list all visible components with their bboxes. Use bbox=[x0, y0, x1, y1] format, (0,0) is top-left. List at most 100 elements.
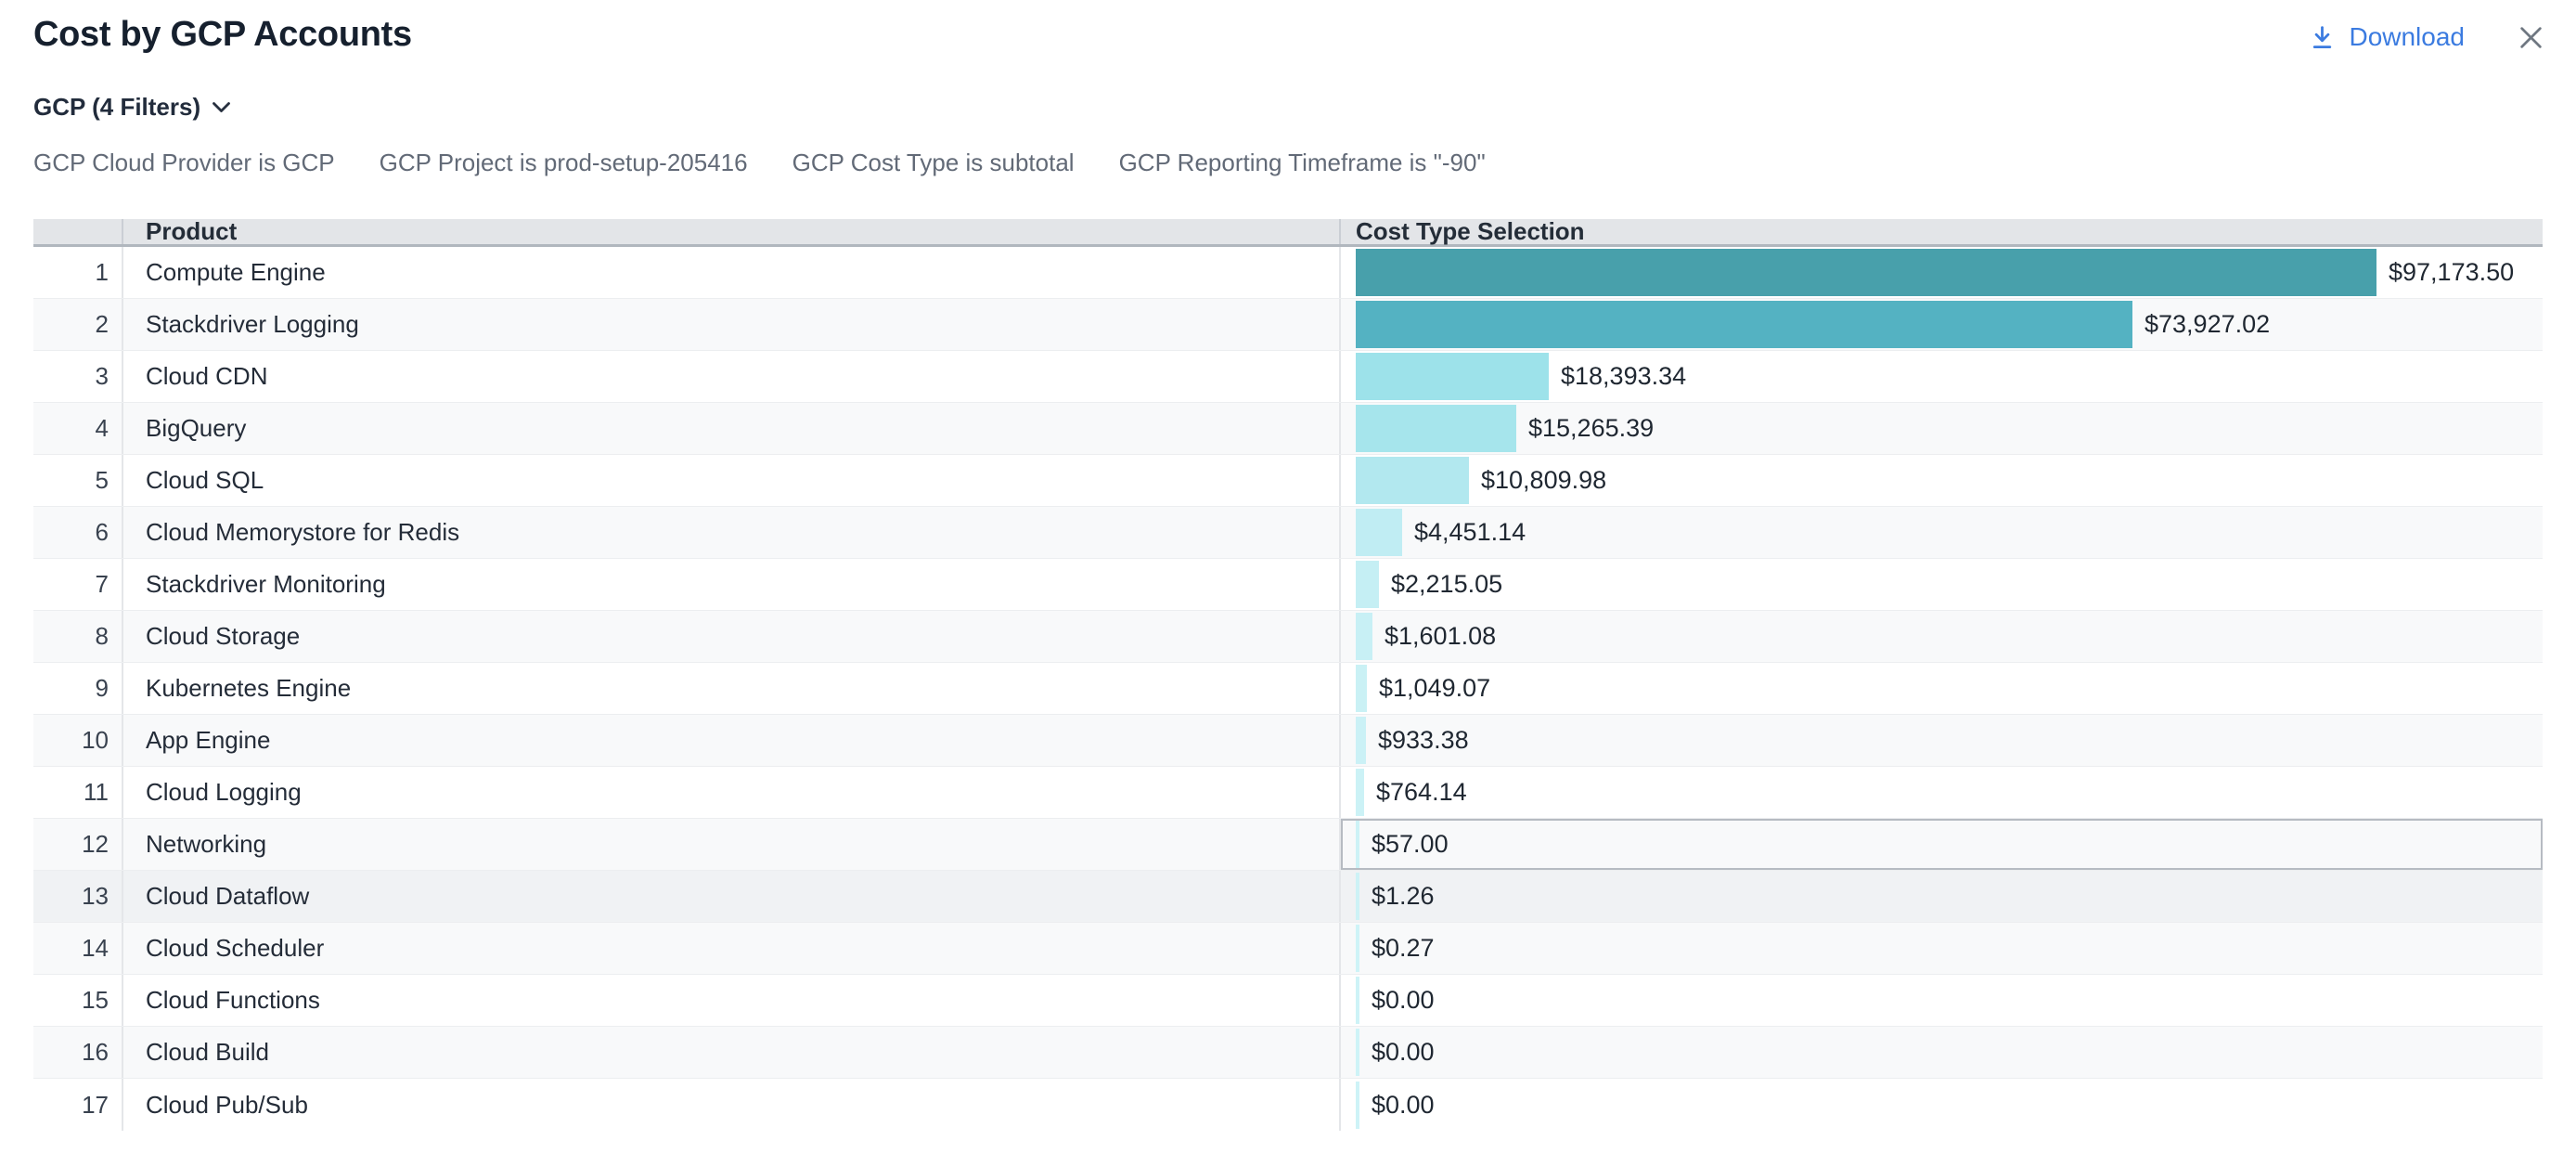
cost-cell[interactable]: $97,173.50 bbox=[1341, 247, 2543, 298]
product-cell: Cloud CDN bbox=[123, 351, 1341, 402]
table-row[interactable]: 2 Stackdriver Logging $73,927.02 bbox=[33, 299, 2543, 351]
close-icon bbox=[2520, 26, 2542, 48]
cost-value: $1,601.08 bbox=[1385, 622, 1497, 650]
header-row-number-column bbox=[33, 219, 123, 244]
cost-cell[interactable]: $73,927.02 bbox=[1341, 299, 2543, 350]
cost-cell[interactable]: $0.00 bbox=[1341, 975, 2543, 1026]
cost-bar bbox=[1356, 457, 1469, 504]
header-cost-type-selection-column: Cost Type Selection bbox=[1356, 217, 1585, 245]
filter-chip[interactable]: GCP Reporting Timeframe is "-90" bbox=[1118, 149, 1486, 176]
table-row[interactable]: 10 App Engine $933.38 bbox=[33, 715, 2543, 767]
table-row[interactable]: 1 Compute Engine $97,173.50 bbox=[33, 247, 2543, 299]
cost-cell[interactable]: $4,451.14 bbox=[1341, 507, 2543, 558]
cost-cell[interactable]: $1,049.07 bbox=[1341, 663, 2543, 714]
download-label: Download bbox=[2349, 22, 2465, 51]
row-number: 10 bbox=[33, 715, 123, 766]
cost-value: $0.27 bbox=[1372, 934, 1435, 962]
row-number: 17 bbox=[33, 1079, 123, 1131]
cost-bar bbox=[1356, 509, 1402, 556]
page-title: Cost by GCP Accounts bbox=[33, 15, 412, 54]
product-cell: Cloud Functions bbox=[123, 975, 1341, 1026]
cost-value: $97,173.50 bbox=[2389, 258, 2515, 286]
cost-cell-selected[interactable]: $57.00 bbox=[1341, 819, 2543, 870]
table-row[interactable]: 3 Cloud CDN $18,393.34 bbox=[33, 351, 2543, 403]
cost-bar bbox=[1356, 353, 1549, 400]
cost-value: $0.00 bbox=[1372, 1038, 1435, 1066]
table-body: 1 Compute Engine $97,173.50 2 Stackdriver Lo… bbox=[33, 247, 2543, 1131]
row-number: 9 bbox=[33, 663, 123, 714]
table-header-row: Product Cost Type Selection bbox=[33, 217, 2543, 247]
table-row[interactable]: 6 Cloud Memorystore for Redis $4,451.14 bbox=[33, 507, 2543, 559]
filter-chip[interactable]: GCP Cost Type is subtotal bbox=[792, 149, 1075, 176]
cost-value: $73,927.02 bbox=[2145, 310, 2271, 338]
product-cell: Cloud SQL bbox=[123, 455, 1341, 506]
download-button[interactable]: Download bbox=[2308, 22, 2465, 52]
table-row[interactable]: 16 Cloud Build $0.00 bbox=[33, 1027, 2543, 1079]
table-row[interactable]: 11 Cloud Logging $764.14 bbox=[33, 767, 2543, 819]
cost-value: $0.00 bbox=[1372, 986, 1435, 1014]
product-cell: Cloud Logging bbox=[123, 767, 1341, 818]
table-row[interactable]: 8 Cloud Storage $1,601.08 bbox=[33, 611, 2543, 663]
cost-bar bbox=[1356, 405, 1516, 452]
cost-cell[interactable]: $15,265.39 bbox=[1341, 403, 2543, 454]
table-row[interactable]: 5 Cloud SQL $10,809.98 bbox=[33, 455, 2543, 507]
cost-value: $2,215.05 bbox=[1391, 570, 1503, 598]
cost-cell[interactable]: $1,601.08 bbox=[1341, 611, 2543, 662]
filter-chip[interactable]: GCP Cloud Provider is GCP bbox=[33, 149, 335, 176]
product-cell: Cloud Build bbox=[123, 1027, 1341, 1078]
row-number: 15 bbox=[33, 975, 123, 1026]
cost-bar bbox=[1356, 301, 2132, 348]
table-row[interactable]: 15 Cloud Functions $0.00 bbox=[33, 975, 2543, 1027]
cost-table: Product Cost Type Selection 1 Compute Eng… bbox=[33, 217, 2543, 1131]
cost-bar bbox=[1356, 977, 1359, 1024]
table-row[interactable]: 9 Kubernetes Engine $1,049.07 bbox=[33, 663, 2543, 715]
table-row[interactable]: 12 Networking $57.00 bbox=[33, 819, 2543, 871]
cost-cell[interactable]: $0.27 bbox=[1341, 923, 2543, 974]
cost-cell[interactable]: $2,215.05 bbox=[1341, 559, 2543, 610]
cost-value: $4,451.14 bbox=[1414, 518, 1526, 546]
row-number: 14 bbox=[33, 923, 123, 974]
table-row[interactable]: 13 Cloud Dataflow $1.26 bbox=[33, 871, 2543, 923]
row-number: 11 bbox=[33, 767, 123, 818]
filter-chip[interactable]: GCP Project is prod-setup-205416 bbox=[379, 149, 748, 176]
row-number: 1 bbox=[33, 247, 123, 298]
header-product-column: Product bbox=[123, 217, 1341, 245]
cost-cell[interactable]: $0.00 bbox=[1341, 1027, 2543, 1078]
cost-bar bbox=[1356, 561, 1379, 608]
close-button[interactable] bbox=[2518, 25, 2544, 50]
cost-value: $18,393.34 bbox=[1561, 362, 1687, 390]
cost-cell[interactable]: $18,393.34 bbox=[1341, 351, 2543, 402]
cost-cell[interactable]: $1.26 bbox=[1341, 871, 2543, 922]
table-row[interactable]: 17 Cloud Pub/Sub $0.00 bbox=[33, 1079, 2543, 1131]
cost-cell[interactable]: $933.38 bbox=[1341, 715, 2543, 766]
cost-cell[interactable]: $10,809.98 bbox=[1341, 455, 2543, 506]
product-cell: BigQuery bbox=[123, 403, 1341, 454]
row-number: 7 bbox=[33, 559, 123, 610]
product-cell: App Engine bbox=[123, 715, 1341, 766]
cost-bar bbox=[1356, 613, 1372, 660]
filter-list: GCP Cloud Provider is GCP GCP Project is … bbox=[33, 149, 1486, 177]
cost-bar bbox=[1356, 873, 1359, 920]
download-icon bbox=[2313, 25, 2332, 48]
table-row[interactable]: 7 Stackdriver Monitoring $2,215.05 bbox=[33, 559, 2543, 611]
filter-summary-label: GCP (4 Filters) bbox=[33, 93, 201, 121]
row-number: 4 bbox=[33, 403, 123, 454]
cost-value: $764.14 bbox=[1376, 778, 1467, 806]
row-number: 6 bbox=[33, 507, 123, 558]
cost-cell[interactable]: $764.14 bbox=[1341, 767, 2543, 818]
row-number: 5 bbox=[33, 455, 123, 506]
product-cell: Cloud Pub/Sub bbox=[123, 1079, 1341, 1131]
filter-summary-dropdown[interactable]: GCP (4 Filters) bbox=[33, 93, 231, 122]
table-row[interactable]: 4 BigQuery $15,265.39 bbox=[33, 403, 2543, 455]
cost-cell[interactable]: $0.00 bbox=[1341, 1079, 2543, 1131]
table-row[interactable]: 14 Cloud Scheduler $0.27 bbox=[33, 923, 2543, 975]
cost-value: $0.00 bbox=[1372, 1090, 1435, 1119]
cost-bar bbox=[1356, 925, 1359, 972]
cost-bar bbox=[1356, 1081, 1359, 1129]
product-cell: Compute Engine bbox=[123, 247, 1341, 298]
titlebar-actions: Download bbox=[2308, 0, 2544, 74]
product-cell: Kubernetes Engine bbox=[123, 663, 1341, 714]
cost-value: $1.26 bbox=[1372, 882, 1435, 910]
product-cell: Stackdriver Logging bbox=[123, 299, 1341, 350]
